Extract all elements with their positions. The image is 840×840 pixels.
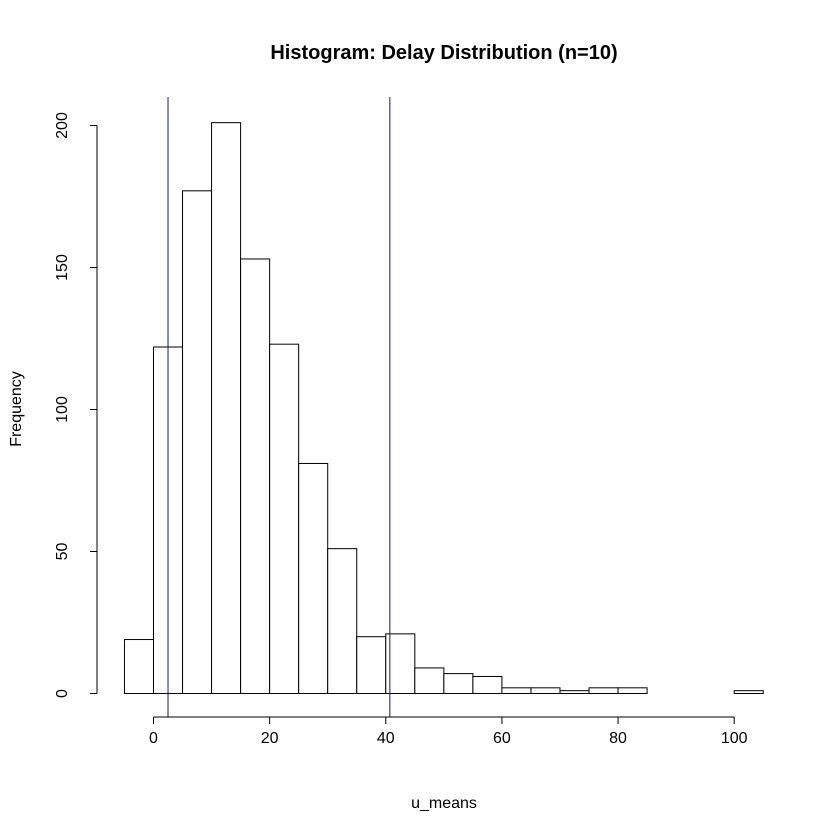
histogram-bar [588,687,619,695]
histogram-bar [559,690,590,694]
histogram-bar [530,687,561,695]
histogram-bar [182,190,213,694]
histogram-bar [472,675,503,695]
x-tick-label: 40 [377,730,395,747]
histogram-bar [269,343,300,694]
y-tick-label: 150 [54,254,71,281]
reference-lines-group [167,97,391,717]
histogram-bar [501,687,532,695]
x-axis: 0 20 40 60 80 100 [149,716,748,747]
histogram-bar [240,258,271,694]
x-tick-label: 20 [261,730,279,747]
histogram-bar [385,633,416,694]
histogram-bar [356,636,387,695]
histogram-bar [211,122,242,695]
chart-title: Histogram: Delay Distribution (n=10) [270,42,617,64]
x-tick-label: 80 [609,730,627,747]
x-axis-label: u_means [411,795,477,812]
histogram-bar [617,687,648,695]
histogram-bar [123,639,154,694]
y-tick-label: 100 [54,396,71,423]
y-axis: 0 50 100 150 200 [54,112,98,698]
y-axis-label: Frequency [8,371,25,447]
histogram-bar [298,462,329,694]
bars-group [123,122,764,695]
y-tick-label: 50 [54,543,71,561]
histogram-bar [327,548,358,694]
histogram-bar [733,690,764,694]
histogram-bar [443,673,474,694]
histogram-bar [414,667,445,695]
y-tick-label: 200 [54,112,71,139]
x-tick-label: 100 [721,730,748,747]
x-tick-label: 60 [493,730,511,747]
y-tick-label: 0 [54,689,71,698]
x-tick-label: 0 [149,730,158,747]
